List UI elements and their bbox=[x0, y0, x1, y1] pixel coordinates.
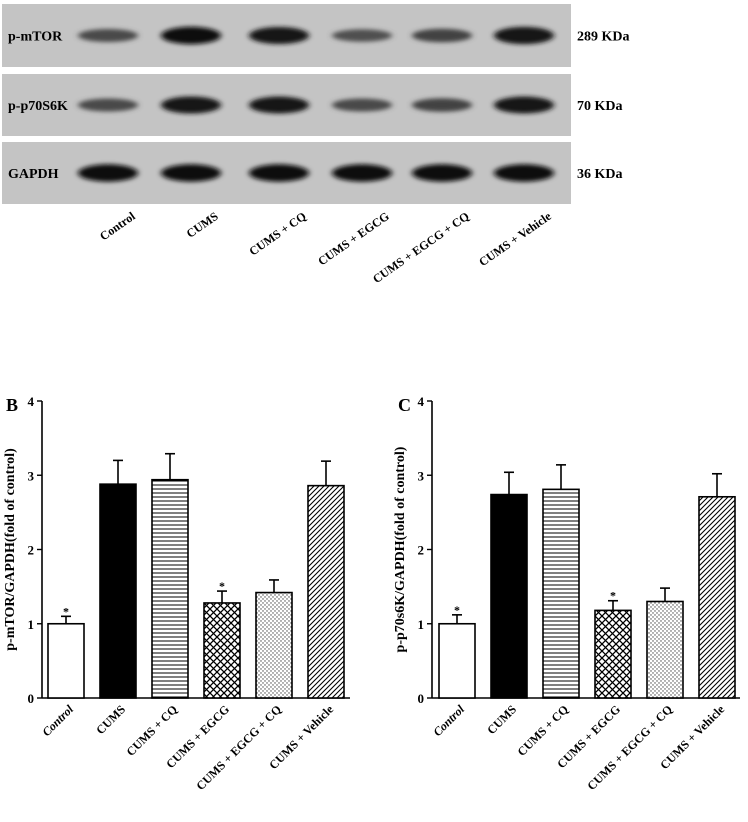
y-tick-label: 3 bbox=[418, 468, 425, 483]
blot-row: GAPDH 36 KDa bbox=[2, 142, 623, 204]
molecular-weight-label: 36 KDa bbox=[577, 167, 623, 182]
bar bbox=[255, 591, 293, 699]
blot-band bbox=[78, 164, 138, 182]
blot-band bbox=[249, 26, 309, 45]
category-label: CUMS + CQ bbox=[514, 702, 571, 759]
blot-band bbox=[78, 98, 138, 112]
y-tick-label: 1 bbox=[28, 617, 35, 632]
bar bbox=[438, 622, 476, 699]
lane-label: CUMS + EGCG bbox=[315, 209, 391, 268]
y-tick-label: 4 bbox=[418, 394, 425, 409]
significance-mark: * bbox=[454, 603, 460, 617]
bar bbox=[490, 493, 528, 699]
blot-row: p-p70S6K 70 KDa bbox=[2, 74, 623, 136]
bar bbox=[203, 602, 241, 699]
y-tick-label: 2 bbox=[418, 543, 425, 558]
bar bbox=[594, 609, 632, 699]
blot-band bbox=[412, 164, 472, 182]
blot-band bbox=[249, 164, 309, 182]
blot-band bbox=[161, 164, 221, 182]
lane-label: CUMS + Vehicle bbox=[476, 209, 554, 270]
molecular-weight-label: 289 KDa bbox=[577, 30, 630, 45]
category-label: CUMS + EGCG + CQ bbox=[584, 702, 675, 793]
protein-label: p-mTOR bbox=[8, 30, 63, 45]
blot-band bbox=[494, 164, 554, 182]
y-tick-label: 3 bbox=[28, 468, 35, 483]
blot-band bbox=[249, 96, 309, 114]
y-tick-label: 0 bbox=[418, 691, 425, 706]
y-axis-label: p-mTOR/GAPDH(fold of control) bbox=[3, 448, 18, 651]
lane-label: CUMS + CQ bbox=[246, 209, 308, 258]
y-tick-label: 4 bbox=[28, 394, 35, 409]
blot-band bbox=[412, 28, 472, 43]
chart-panel-b: B 0 1 2 3 4 p-mTOR/GAPDH(fold of control) * Con… bbox=[3, 394, 350, 793]
y-tick-label: 0 bbox=[28, 691, 35, 706]
bar bbox=[646, 600, 684, 699]
y-tick-label: 1 bbox=[418, 617, 425, 632]
blot-row: p-mTOR 289 KDa bbox=[2, 4, 630, 67]
bar bbox=[307, 484, 345, 699]
significance-mark: * bbox=[610, 589, 616, 603]
molecular-weight-label: 70 KDa bbox=[577, 99, 623, 114]
category-label: CUMS + CQ bbox=[123, 702, 180, 759]
blot-band bbox=[494, 96, 554, 114]
category-label: CUMS bbox=[484, 702, 519, 737]
blot-band bbox=[161, 96, 221, 114]
lane-label: Control bbox=[97, 209, 138, 244]
blot-band bbox=[78, 28, 138, 43]
bar bbox=[698, 495, 736, 699]
chart-panel-c: C 0 1 2 3 4 p-p70s6K/GAPDH(fold of control) * C… bbox=[393, 394, 740, 793]
y-tick-label: 2 bbox=[28, 543, 35, 558]
protein-label: p-p70S6K bbox=[8, 99, 68, 114]
lane-label: CUMS bbox=[184, 209, 221, 241]
panel-label-c: C bbox=[398, 395, 411, 415]
significance-mark: * bbox=[219, 579, 225, 593]
category-label: CUMS bbox=[93, 702, 128, 737]
blot-band bbox=[494, 26, 554, 45]
blot-band bbox=[332, 29, 392, 42]
blot-band bbox=[332, 98, 392, 112]
category-label: Control bbox=[430, 702, 467, 739]
protein-label: GAPDH bbox=[8, 167, 59, 182]
bar bbox=[151, 478, 189, 699]
category-label: CUMS + EGCG + CQ bbox=[193, 702, 284, 793]
blot-band bbox=[332, 164, 392, 182]
bar bbox=[99, 483, 137, 699]
panel-label-b: B bbox=[6, 395, 18, 415]
blot-band bbox=[161, 26, 221, 45]
blot-band bbox=[412, 98, 472, 112]
y-axis-label: p-p70s6K/GAPDH(fold of control) bbox=[393, 446, 408, 652]
bar bbox=[47, 622, 85, 699]
significance-mark: * bbox=[63, 604, 69, 618]
bar bbox=[542, 488, 580, 699]
category-label: Control bbox=[39, 702, 76, 739]
